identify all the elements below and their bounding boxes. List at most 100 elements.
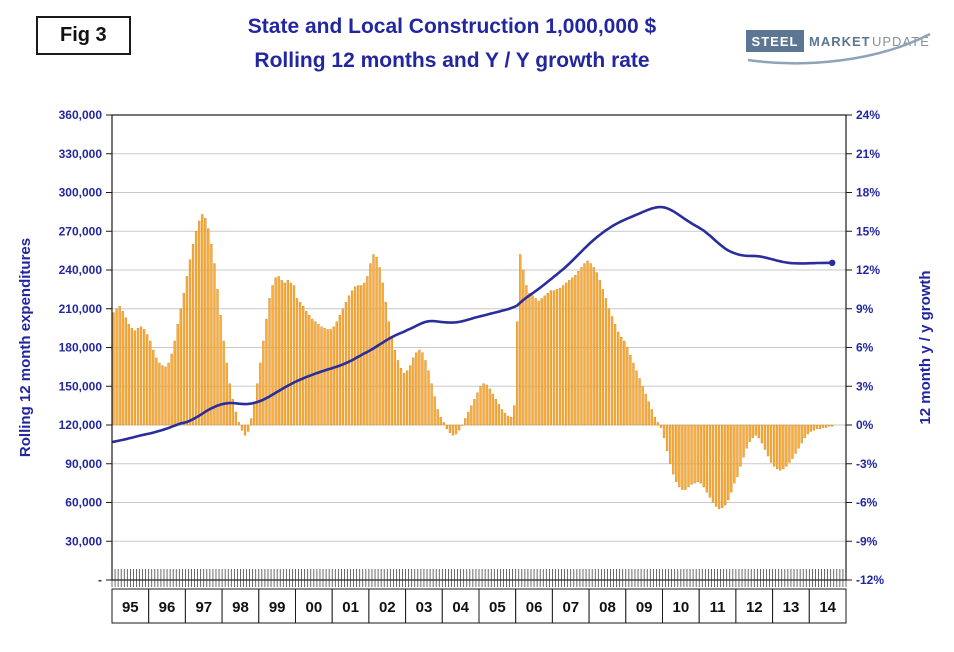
- year-label: 14: [819, 599, 836, 616]
- growth-bar: [574, 274, 577, 426]
- growth-bar: [185, 276, 189, 426]
- growth-bar: [506, 415, 510, 426]
- growth-bar: [549, 290, 553, 426]
- growth-bar: [467, 411, 470, 426]
- growth-bar: [445, 424, 449, 430]
- year-cell: [221, 588, 260, 624]
- growth-bar: [675, 424, 678, 483]
- growth-bar: [152, 349, 155, 426]
- right-axis-label: -12%: [856, 573, 884, 587]
- growth-bar: [592, 267, 595, 426]
- growth-bar: [451, 424, 455, 436]
- growth-bar: [311, 318, 314, 426]
- growth-bar: [717, 424, 721, 510]
- growth-bar: [124, 317, 127, 426]
- logo-steel-text: STEEL: [752, 34, 799, 49]
- year-label: 09: [636, 599, 653, 616]
- growth-bar: [476, 392, 479, 426]
- growth-bar: [298, 302, 302, 426]
- growth-bar: [253, 401, 256, 426]
- year-cell: [405, 588, 443, 624]
- growth-bar: [353, 286, 357, 426]
- growth-bar: [519, 254, 522, 426]
- growth-bar: [809, 424, 812, 432]
- year-cell: [662, 588, 700, 624]
- smu-logo: STEEL MARKET UPDATE: [744, 20, 934, 76]
- growth-bar: [442, 422, 445, 426]
- growth-bar: [219, 315, 222, 426]
- logo-update-text: UPDATE: [872, 34, 930, 49]
- growth-bar: [402, 373, 406, 426]
- growth-bar: [824, 424, 828, 428]
- growth-bar: [681, 424, 684, 490]
- growth-bar: [213, 263, 216, 426]
- year-label: 02: [379, 599, 396, 616]
- growth-bar: [766, 424, 770, 457]
- growth-bar: [237, 422, 241, 426]
- growth-bar: [250, 418, 253, 426]
- growth-bar: [302, 305, 305, 426]
- growth-bar: [699, 424, 702, 484]
- growth-bar: [274, 277, 277, 426]
- growth-bar: [647, 401, 650, 426]
- growth-bar: [179, 308, 182, 426]
- growth-bar: [204, 218, 207, 426]
- growth-bar: [390, 336, 393, 426]
- growth-bar: [632, 362, 635, 426]
- growth-bar: [785, 424, 788, 467]
- growth-bar: [513, 405, 516, 426]
- growth-bar: [305, 311, 308, 426]
- growth-bar: [641, 386, 644, 426]
- growth-bar: [418, 349, 421, 426]
- year-label: 96: [159, 599, 176, 616]
- growth-bar: [720, 424, 724, 508]
- growth-bar: [690, 424, 693, 485]
- growth-bar: [142, 329, 146, 426]
- growth-bar: [433, 396, 436, 426]
- growth-bar: [176, 324, 179, 426]
- logo-steel-box: [746, 30, 804, 52]
- growth-bar: [292, 285, 296, 426]
- growth-bar: [448, 424, 452, 433]
- growth-bar: [323, 327, 326, 426]
- growth-bar: [583, 263, 586, 426]
- growth-bar: [372, 254, 375, 426]
- growth-bar: [497, 404, 501, 426]
- growth-bar: [601, 289, 605, 426]
- growth-bar: [696, 424, 699, 483]
- growth-bar: [702, 424, 705, 488]
- year-label: 00: [306, 599, 323, 616]
- growth-bar: [225, 362, 228, 426]
- growth-bar: [384, 302, 387, 426]
- growth-bar: [595, 272, 598, 426]
- growth-bar: [672, 424, 675, 475]
- left-axis-label: 60,000: [65, 496, 102, 510]
- growth-bar: [577, 271, 580, 426]
- year-label: 04: [452, 599, 469, 616]
- right-axis-label: 0%: [856, 418, 874, 432]
- growth-bar: [586, 260, 589, 426]
- year-label: 95: [122, 599, 139, 616]
- chart-title-line1: State and Local Construction 1,000,000 $: [247, 15, 657, 38]
- year-cell: [551, 588, 590, 624]
- growth-bar: [650, 409, 653, 426]
- growth-bar: [277, 276, 280, 426]
- growth-bar: [604, 298, 608, 426]
- growth-bar: [669, 424, 672, 464]
- growth-bar: [629, 355, 632, 426]
- growth-bar: [387, 321, 390, 426]
- growth-bar: [369, 263, 372, 426]
- growth-bar: [739, 424, 742, 467]
- growth-bar: [528, 293, 531, 426]
- growth-bar: [598, 280, 601, 426]
- left-axis-title: Rolling 12 month expenditures: [17, 238, 34, 457]
- growth-bar: [757, 424, 760, 439]
- growth-bar: [167, 362, 170, 426]
- year-label: 01: [342, 599, 359, 616]
- growth-bar: [571, 277, 574, 426]
- left-axis-label: 270,000: [59, 224, 103, 238]
- right-axis-label: -3%: [856, 457, 878, 471]
- growth-bar: [491, 393, 494, 426]
- growth-bar: [500, 409, 504, 426]
- figure-label: Fig 3: [36, 16, 131, 55]
